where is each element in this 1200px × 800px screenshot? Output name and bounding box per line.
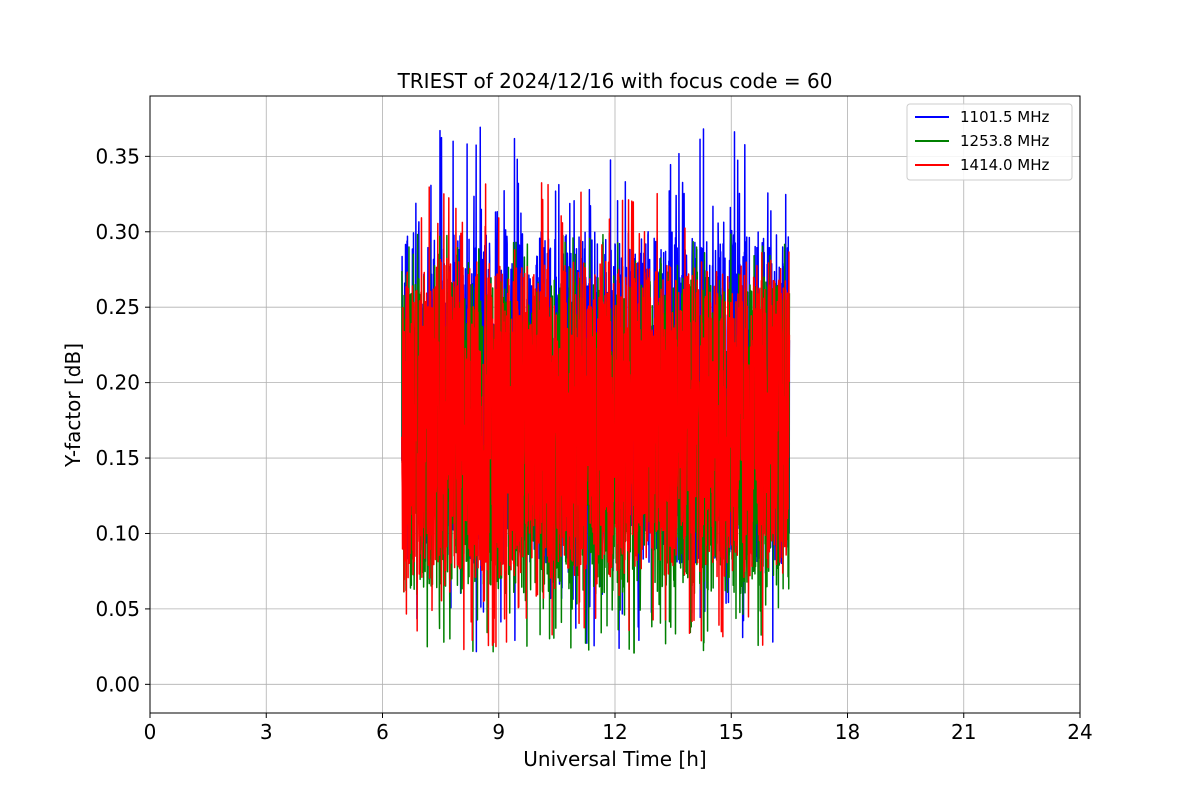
legend-entry: 1101.5 MHz — [915, 108, 1049, 126]
y-tick-label: 0.20 — [95, 371, 140, 395]
legend-label: 1414.0 MHz — [960, 156, 1049, 174]
y-tick-label: 0.05 — [95, 597, 140, 621]
chart-title: TRIEST of 2024/12/16 with focus code = 6… — [397, 69, 833, 93]
x-axis-label: Universal Time [h] — [523, 747, 706, 771]
x-tick-label: 3 — [260, 720, 273, 744]
y-tick-label: 0.10 — [95, 521, 140, 545]
legend-box — [906, 103, 1073, 181]
legend-entry: 1253.8 MHz — [915, 132, 1049, 150]
legend-label: 1253.8 MHz — [960, 132, 1049, 150]
legend-entry: 1414.0 MHz — [915, 156, 1049, 174]
x-tick-label: 6 — [376, 720, 389, 744]
legend-label: 1101.5 MHz — [960, 108, 1049, 126]
legend: 1101.5 MHz 1253.8 MHz 1414.0 MHz — [906, 103, 1073, 181]
y-tick-label: 0.35 — [95, 144, 140, 168]
series-layer — [401, 126, 791, 654]
series-line — [401, 182, 791, 651]
x-tick-label: 12 — [602, 720, 627, 744]
y-tick-label: 0.25 — [95, 295, 140, 319]
axis-ticks: 0 3 6 9 12 15 18 21 24 0.00 0.05 0.10 0.15 0.20 0.25 0.… — [95, 144, 1092, 744]
x-tick-label: 0 — [144, 720, 157, 744]
y-tick-label: 0.15 — [95, 446, 140, 470]
x-tick-label: 21 — [951, 720, 976, 744]
x-tick-label: 18 — [835, 720, 860, 744]
y-tick-label: 0.00 — [95, 672, 140, 696]
x-tick-label: 9 — [492, 720, 505, 744]
x-tick-label: 24 — [1067, 720, 1092, 744]
y-axis-label: Y-factor [dB] — [61, 343, 85, 468]
y-tick-label: 0.30 — [95, 220, 140, 244]
x-tick-label: 15 — [719, 720, 744, 744]
